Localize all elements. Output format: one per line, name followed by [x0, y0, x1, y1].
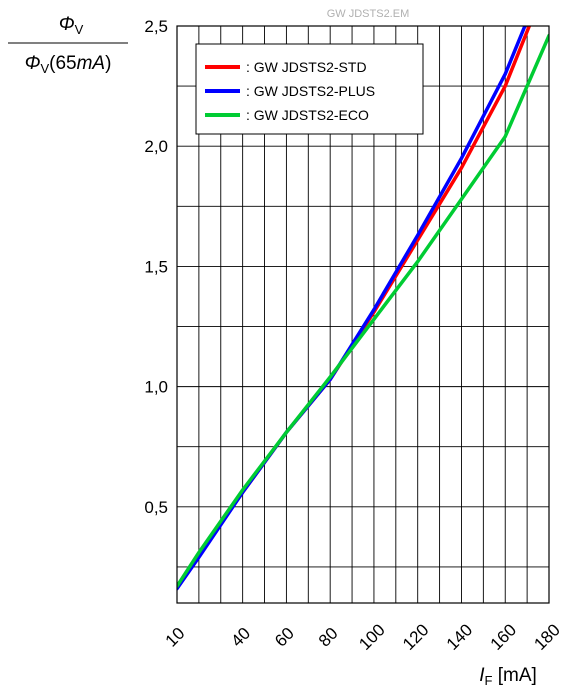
x-tick-label: 10 [162, 624, 189, 651]
legend: : GW JDSTS2-STD : GW JDSTS2-PLUS : GW JDST… [195, 43, 424, 135]
series-line-2 [177, 26, 527, 591]
y-tick-label: 0,5 [144, 498, 168, 517]
legend-label: : GW JDSTS2-ECO [246, 107, 369, 123]
x-tick-label: 60 [271, 624, 298, 651]
x-axis-label: IF [mA] [479, 665, 537, 688]
legend-label: : GW JDSTS2-STD [246, 59, 367, 75]
x-tick-label: 80 [315, 624, 342, 651]
y-tick-label: 2,5 [144, 17, 168, 36]
x-tick-label: 120 [399, 620, 432, 653]
x-tick-label: 140 [443, 620, 476, 653]
x-tick-labels: 10 40 60 80 100 120 140 160 180 [162, 620, 564, 653]
y-tick-labels: 0,5 1,0 1,5 2,0 2,5 [144, 17, 168, 517]
series-layer [177, 26, 549, 591]
y-axis-label: ΦV ΦV(65mA) [8, 14, 128, 76]
y-tick-label: 1,0 [144, 378, 168, 397]
y-label-denominator: ΦV(65mA) [25, 53, 112, 76]
plot-frame [176, 25, 550, 604]
y-label-numerator: ΦV [59, 14, 84, 37]
x-tick-label: 40 [227, 624, 254, 651]
y-tick-label: 2,0 [144, 137, 168, 156]
x-tick-label: 160 [487, 620, 520, 653]
x-tick-label: 180 [530, 620, 563, 653]
watermark: GW JDSTS2.EM [327, 8, 410, 20]
x-tick-label: 100 [355, 620, 388, 653]
series-line-3 [177, 33, 549, 588]
y-tick-label: 1,5 [144, 257, 168, 276]
legend-label: : GW JDSTS2-PLUS [246, 83, 375, 99]
